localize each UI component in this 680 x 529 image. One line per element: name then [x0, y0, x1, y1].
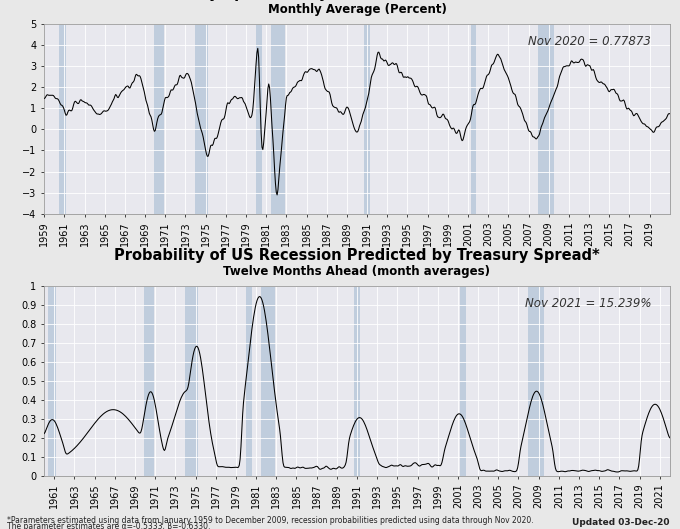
Bar	[271, 24, 285, 214]
Bar	[364, 24, 370, 214]
Text: Probability of US Recession Predicted by Treasury Spread*: Probability of US Recession Predicted by…	[114, 248, 600, 263]
Text: Updated 03-Dec-20: Updated 03-Dec-20	[573, 518, 670, 527]
Text: *Parameters estimated using data from January 1959 to December 2009, recession p: *Parameters estimated using data from Ja…	[7, 516, 533, 525]
Bar	[144, 286, 154, 476]
Bar	[528, 286, 544, 476]
Text: Monthly Average (Percent): Monthly Average (Percent)	[267, 3, 447, 16]
Text: Treasury Spread: 10 yr bond rate-3 month bill rate: Treasury Spread: 10 yr bond rate-3 month…	[148, 0, 566, 1]
Bar	[354, 286, 360, 476]
Text: Twelve Months Ahead (month averages): Twelve Months Ahead (month averages)	[224, 266, 490, 278]
Bar	[471, 24, 477, 214]
Text: Nov 2020 = 0.77873: Nov 2020 = 0.77873	[528, 35, 651, 48]
Bar	[58, 24, 66, 214]
Bar	[261, 286, 275, 476]
Bar	[538, 24, 554, 214]
Bar	[246, 286, 252, 476]
Bar	[185, 286, 198, 476]
Bar	[154, 24, 165, 214]
Text: The parameter estimates are α=-0.5333, β=-0.6330.: The parameter estimates are α=-0.5333, β…	[7, 522, 210, 529]
Bar	[256, 24, 262, 214]
Bar	[48, 286, 56, 476]
Text: Nov 2021 = 15.239%: Nov 2021 = 15.239%	[524, 297, 651, 311]
Bar	[460, 286, 466, 476]
Bar	[194, 24, 208, 214]
